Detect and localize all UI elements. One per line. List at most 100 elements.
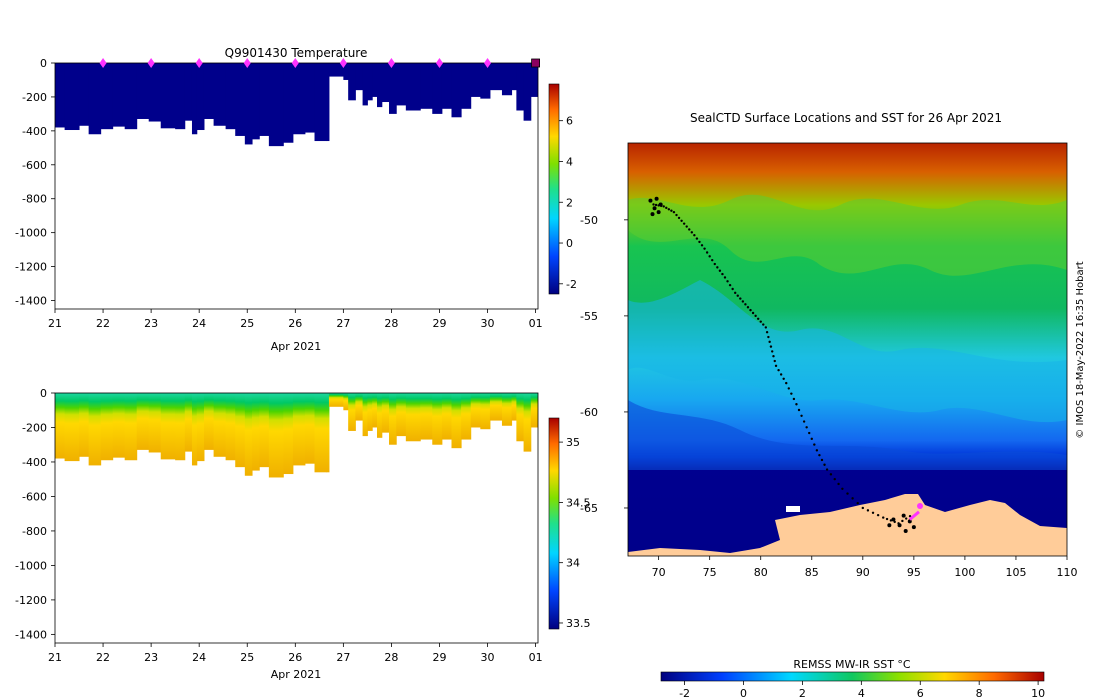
profile-marker: [147, 58, 155, 68]
profile-bar: [191, 63, 198, 135]
profile-bar: [304, 393, 316, 464]
profile-bar: [213, 393, 227, 457]
profile-bar: [160, 393, 176, 460]
sst-colorbar: [660, 671, 1045, 682]
track-point: [820, 458, 824, 462]
track-point: [662, 205, 665, 208]
y-tick-label: -800: [22, 525, 47, 538]
profile-bar: [367, 63, 373, 101]
track-cluster-point: [887, 523, 892, 528]
salinity-panel: 0-200-400-600-800-1000-1200-1400 21 22 23 2…: [15, 387, 590, 681]
colorbar-tick-label: 2: [566, 196, 573, 209]
y-tick-label: -800: [22, 193, 47, 206]
track-point: [841, 487, 844, 490]
map-y-tick-label: -65: [580, 502, 598, 515]
profile-marker: [291, 58, 299, 68]
profile-bar: [355, 63, 364, 91]
x-tick-label: 22: [96, 651, 110, 664]
map-x-tick-label: 110: [1057, 566, 1078, 579]
profile-bar: [372, 393, 378, 428]
track-point: [698, 240, 701, 244]
track-point: [797, 408, 801, 412]
colorbar-tick-label: 34.5: [566, 496, 591, 509]
watermark: © IMOS 18-May-2022 16:35 Hobart: [1075, 261, 1086, 438]
y-tick-label: 0: [40, 57, 47, 70]
map-x-tick-label: 70: [652, 566, 666, 579]
profile-bar: [396, 393, 407, 437]
sst-warm-patch: [628, 194, 1067, 276]
track-point: [908, 514, 912, 518]
profile-bar: [530, 393, 538, 428]
map-axes-frame: [627, 142, 1068, 557]
track-point: [901, 519, 904, 523]
profile-bar: [244, 63, 253, 145]
profile-bar: [470, 393, 481, 428]
track-point: [792, 397, 796, 401]
profile-bar: [441, 63, 452, 109]
track-point: [787, 387, 790, 390]
profile-bar: [252, 63, 260, 140]
track-point: [790, 392, 793, 395]
profile-bar: [225, 63, 236, 130]
track-point: [744, 303, 747, 306]
track-point: [716, 266, 719, 269]
profile-bar: [523, 63, 532, 121]
profile-marker-latest: [531, 58, 540, 68]
profile-marker: [243, 58, 251, 68]
x-tick-label: 23: [144, 651, 158, 664]
x-tick-label: 28: [384, 651, 398, 664]
profile-bar: [184, 63, 193, 121]
profile-bar: [480, 393, 491, 430]
profile-bar: [328, 63, 344, 77]
track-point: [805, 426, 808, 429]
profile-bar: [314, 63, 328, 142]
temperature-colorbar-ticks: 6 4 2 0 -2: [559, 115, 577, 291]
x-tick-label: 27: [336, 651, 350, 664]
track-point: [795, 403, 798, 406]
track-point: [670, 209, 673, 212]
profile-bar: [292, 393, 306, 466]
map-title: SealCTD Surface Locations and SST for 26…: [690, 111, 1002, 125]
x-tick-label: 01: [529, 317, 543, 330]
profile-bar: [268, 393, 284, 478]
profile-bar: [88, 63, 102, 135]
profile-bar: [432, 393, 443, 445]
x-tick-label: 23: [144, 317, 158, 330]
x-tick-label: 27: [336, 317, 350, 330]
x-tick-label: 25: [240, 651, 254, 664]
map-x-tick-label: 100: [954, 566, 975, 579]
profile-bar: [328, 393, 344, 407]
profile-bar: [343, 393, 349, 411]
latest-segment: [908, 510, 920, 521]
profile-bar: [501, 393, 513, 426]
track-point: [759, 320, 762, 323]
track-point: [777, 368, 780, 372]
y-tick-label: -1000: [15, 227, 47, 240]
map-x-ticks: 70 75 80 85 90 95 100 105 110: [652, 556, 1078, 579]
profile-bar: [362, 63, 368, 106]
colorbar-tick-label: 0: [566, 237, 573, 250]
track-point: [851, 497, 854, 500]
track-cluster-point: [901, 513, 906, 518]
x-tick-label: 22: [96, 317, 110, 330]
profile-bar: [235, 393, 246, 468]
y-tick-label: 0: [40, 387, 47, 400]
x-tick-label: 26: [288, 651, 302, 664]
profile-bar: [64, 393, 80, 462]
track-point: [739, 297, 742, 300]
salinity-colorbar-ticks: 35 34.5 34 33.5: [559, 436, 591, 630]
latest-position-marker: [916, 503, 923, 510]
track-point: [690, 231, 694, 234]
track-cluster-point: [654, 196, 659, 201]
profile-bar: [160, 63, 176, 129]
track-point: [695, 237, 699, 240]
map-y-tick-label: -50: [580, 214, 598, 227]
profile-bar: [511, 63, 517, 91]
y-tick-label: -600: [22, 159, 47, 172]
track-point: [733, 291, 737, 295]
sst-colorbar-tick-label: 2: [799, 687, 806, 700]
x-tick-label: 01: [529, 651, 543, 664]
track-point: [833, 477, 836, 481]
track-cluster-point: [652, 206, 657, 211]
sst-colorbar-label: REMSS MW-IR SST °C: [793, 658, 911, 671]
